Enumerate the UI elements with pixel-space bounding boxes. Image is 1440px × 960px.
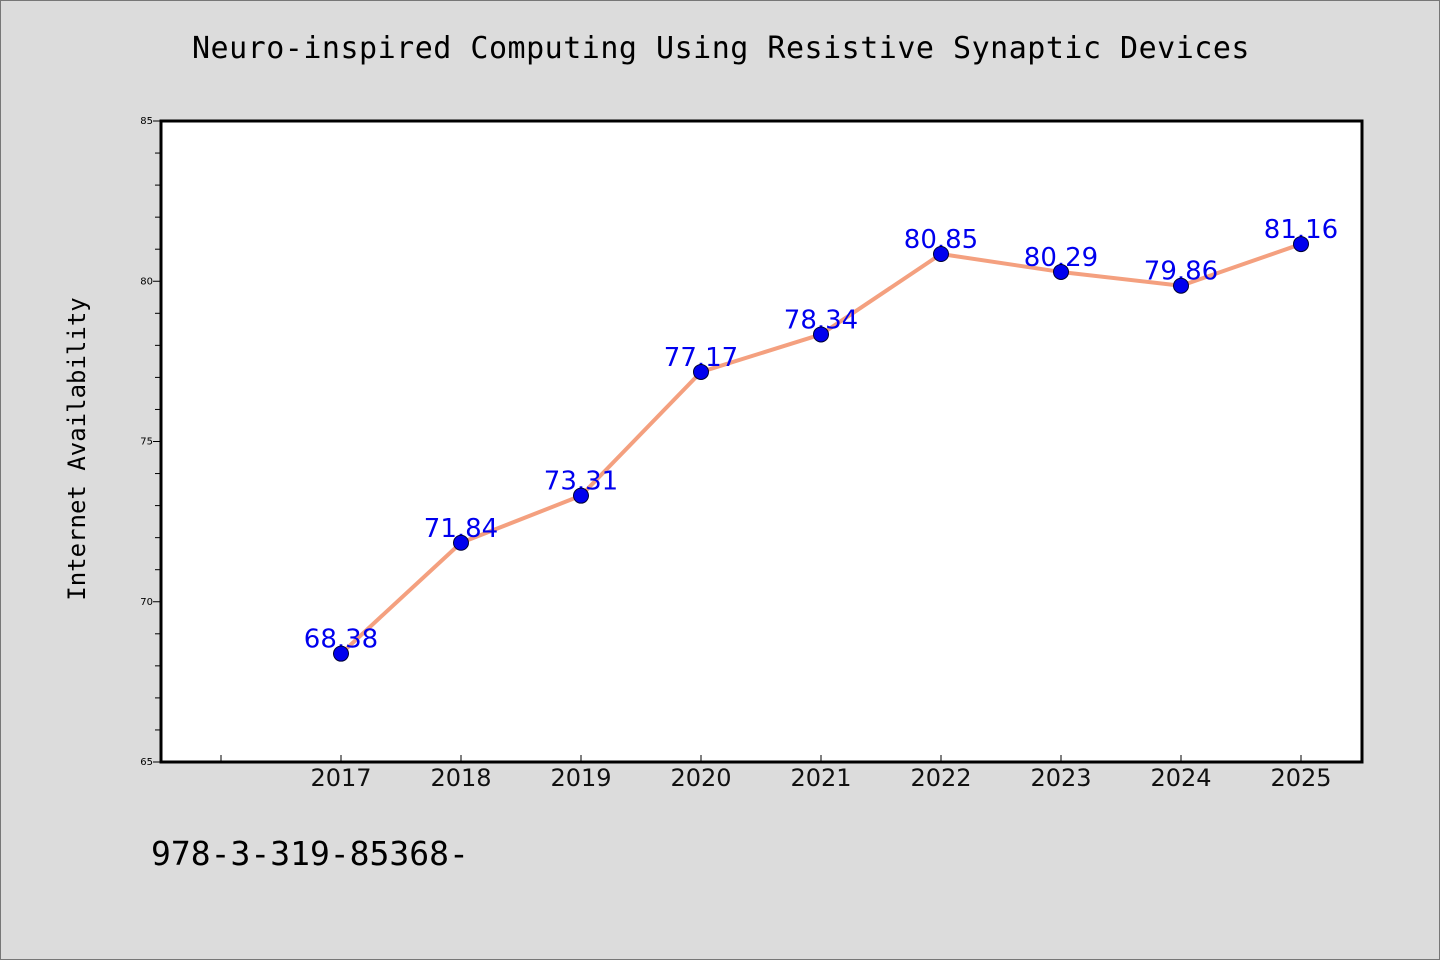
isbn-text: 978-3-319-85368-	[151, 834, 469, 873]
x-tick-label: 2021	[790, 764, 851, 792]
x-tick-label: 2019	[550, 764, 611, 792]
y-tick-label: 75	[140, 437, 153, 448]
data-point	[453, 534, 469, 551]
chart-title: Neuro-inspired Computing Using Resistive…	[191, 31, 1250, 66]
x-tick-label: 2024	[1150, 764, 1211, 792]
data-point	[1173, 277, 1189, 294]
data-point	[573, 487, 589, 504]
data-point	[813, 326, 829, 343]
data-point	[333, 645, 349, 662]
plot-area	[159, 119, 1364, 764]
data-point	[1053, 263, 1069, 280]
data-point	[693, 363, 709, 380]
x-tick-label: 2022	[910, 764, 971, 792]
x-tick-label: 2025	[1270, 764, 1331, 792]
data-point	[1293, 236, 1309, 253]
x-tick-label: 2018	[430, 764, 491, 792]
x-tick-label: 2020	[670, 764, 731, 792]
data-point	[933, 246, 949, 263]
x-tick-label: 2023	[1030, 764, 1091, 792]
y-tick-label: 70	[140, 597, 153, 608]
x-tick-label: 2017	[310, 764, 371, 792]
y-tick-label: 85	[140, 116, 153, 127]
y-tick-label: 80	[140, 276, 153, 287]
y-axis-label: Internet Availability	[63, 297, 91, 600]
y-tick-label: 65	[140, 757, 153, 768]
